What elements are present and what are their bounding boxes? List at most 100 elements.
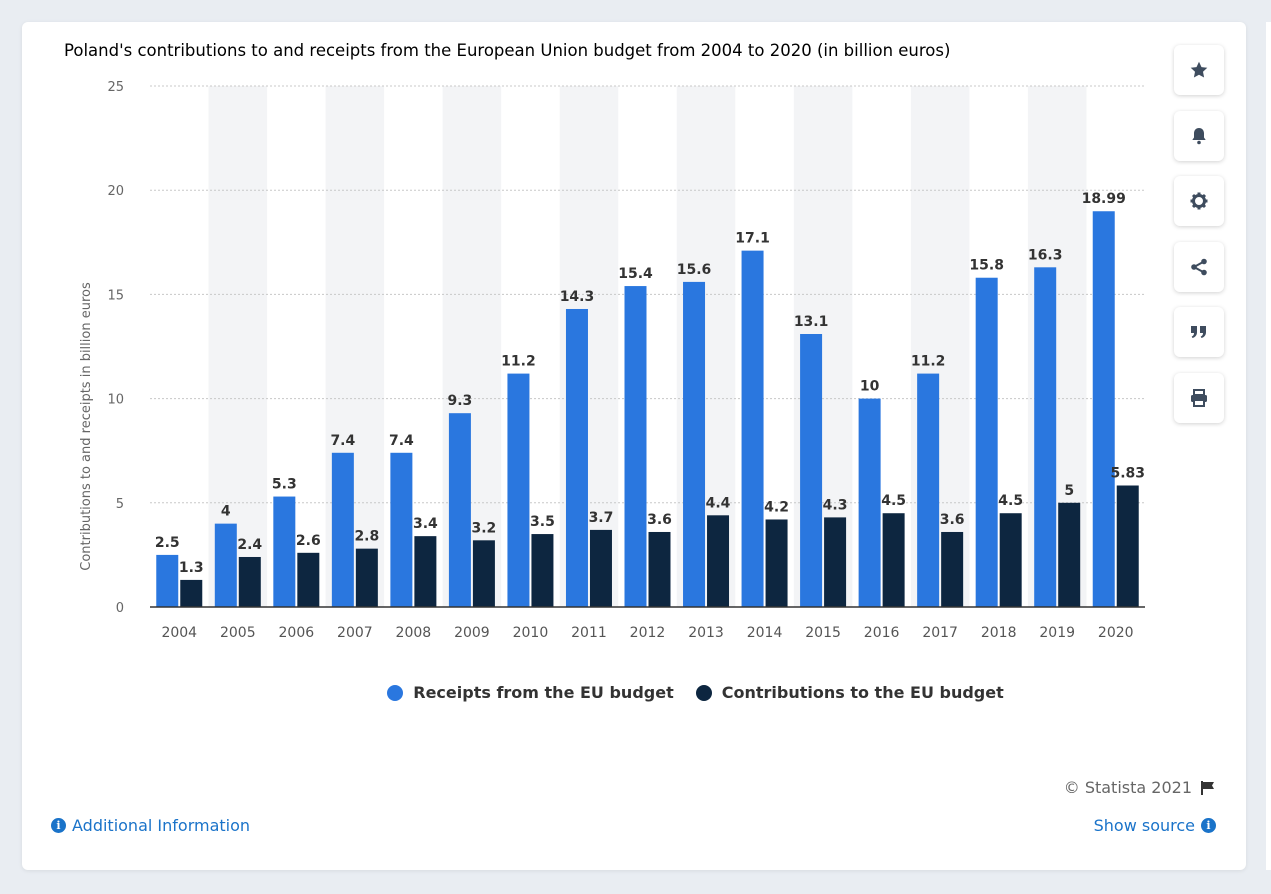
x-tick-label: 2018 bbox=[981, 625, 1017, 641]
x-tick-label: 2013 bbox=[688, 625, 724, 641]
data-label-receipts: 7.4 bbox=[330, 433, 355, 449]
x-tick-label: 2005 bbox=[220, 625, 256, 641]
bar-contributions bbox=[589, 529, 612, 607]
bar-contributions bbox=[1116, 485, 1139, 607]
flag-icon[interactable] bbox=[1200, 780, 1216, 796]
legend-item-receipts[interactable]: Receipts from the EU budget bbox=[387, 683, 674, 702]
bar-contributions bbox=[941, 531, 964, 607]
bell-icon bbox=[1192, 128, 1206, 145]
data-label-receipts: 9.3 bbox=[448, 393, 473, 409]
data-label-receipts: 5.3 bbox=[272, 477, 297, 493]
copyright: © Statista 2021 bbox=[1064, 778, 1216, 797]
bar-receipts bbox=[1092, 211, 1115, 607]
data-label-contributions: 3.6 bbox=[647, 512, 672, 528]
legend-label-contributions: Contributions to the EU budget bbox=[721, 683, 1004, 702]
share-icon bbox=[1191, 258, 1207, 276]
data-label-receipts: 18.99 bbox=[1082, 191, 1126, 207]
bar-contributions bbox=[999, 513, 1022, 607]
bar-contributions bbox=[531, 534, 554, 607]
star-button[interactable] bbox=[1174, 45, 1224, 95]
data-label-contributions: 5 bbox=[1064, 483, 1074, 499]
data-label-contributions: 3.4 bbox=[413, 516, 438, 532]
side-panel-edge bbox=[1266, 22, 1271, 870]
x-tick-label: 2008 bbox=[396, 625, 432, 641]
legend-item-contributions[interactable]: Contributions to the EU budget bbox=[695, 683, 1004, 702]
bar-contributions bbox=[180, 579, 203, 607]
data-label-contributions: 4.3 bbox=[823, 497, 848, 513]
y-tick-label: 15 bbox=[107, 288, 124, 303]
bell-button[interactable] bbox=[1174, 111, 1224, 161]
star-icon bbox=[1190, 61, 1208, 78]
y-tick-label: 20 bbox=[107, 184, 124, 199]
data-label-receipts: 4 bbox=[221, 504, 231, 520]
data-label-receipts: 11.2 bbox=[501, 354, 536, 370]
quote-icon bbox=[1191, 326, 1206, 338]
data-label-receipts: 15.4 bbox=[618, 266, 653, 282]
data-label-contributions: 4.5 bbox=[881, 493, 906, 509]
bar-receipts bbox=[1034, 267, 1057, 607]
data-label-receipts: 10 bbox=[860, 379, 880, 395]
bar-receipts bbox=[448, 413, 471, 607]
legend-marker-contributions bbox=[695, 684, 712, 701]
chart-legend: Receipts from the EU budget Contribution… bbox=[0, 683, 1271, 702]
x-tick-label: 2016 bbox=[864, 625, 900, 641]
data-label-contributions: 4.2 bbox=[764, 499, 789, 515]
data-label-contributions: 4.4 bbox=[706, 495, 731, 511]
settings-button[interactable] bbox=[1174, 176, 1224, 226]
print-icon bbox=[1191, 389, 1207, 407]
cite-button[interactable] bbox=[1174, 307, 1224, 357]
bar-contributions bbox=[472, 540, 495, 607]
bar-contributions bbox=[355, 548, 378, 607]
print-button[interactable] bbox=[1174, 373, 1224, 423]
x-tick-label: 2012 bbox=[630, 625, 666, 641]
additional-information-label: Additional Information bbox=[72, 816, 251, 835]
x-tick-label: 2020 bbox=[1098, 625, 1134, 641]
data-label-contributions: 5.83 bbox=[1110, 466, 1145, 482]
additional-information-link[interactable]: i Additional Information bbox=[51, 816, 250, 835]
data-label-contributions: 3.2 bbox=[472, 520, 497, 536]
data-label-receipts: 15.8 bbox=[969, 258, 1004, 274]
data-label-contributions: 1.3 bbox=[179, 560, 204, 576]
x-tick-label: 2014 bbox=[747, 625, 783, 641]
x-tick-label: 2009 bbox=[454, 625, 490, 641]
bar-contributions bbox=[297, 552, 320, 607]
bar-receipts bbox=[975, 277, 998, 607]
y-tick-label: 10 bbox=[107, 393, 124, 408]
bar-receipts bbox=[917, 373, 940, 607]
info-icon: i bbox=[1201, 818, 1216, 833]
bar-contributions bbox=[414, 536, 437, 607]
chart-title: Poland's contributions to and receipts f… bbox=[64, 41, 951, 60]
share-button[interactable] bbox=[1174, 242, 1224, 292]
data-label-receipts: 13.1 bbox=[794, 314, 829, 330]
bar-receipts bbox=[565, 308, 588, 607]
bar-receipts bbox=[331, 452, 354, 607]
legend-marker-receipts bbox=[387, 684, 404, 701]
bar-receipts bbox=[214, 523, 237, 607]
data-label-contributions: 2.8 bbox=[354, 529, 379, 545]
bar-receipts bbox=[507, 373, 530, 607]
data-label-contributions: 3.7 bbox=[589, 510, 614, 526]
x-tick-label: 2010 bbox=[513, 625, 549, 641]
x-tick-label: 2004 bbox=[161, 625, 197, 641]
bar-receipts bbox=[800, 333, 823, 607]
bar-contributions bbox=[1058, 502, 1081, 607]
data-label-contributions: 4.5 bbox=[998, 493, 1023, 509]
copyright-text: © Statista 2021 bbox=[1063, 778, 1192, 797]
data-label-contributions: 2.4 bbox=[237, 537, 262, 553]
y-tick-label: 0 bbox=[116, 601, 124, 616]
show-source-label: Show source bbox=[1093, 816, 1195, 835]
y-tick-label: 25 bbox=[107, 80, 124, 95]
bar-receipts bbox=[683, 281, 706, 607]
grid-band bbox=[208, 86, 268, 607]
y-axis-label: Contributions to and receipts in billion… bbox=[79, 282, 94, 571]
bar-contributions bbox=[882, 513, 905, 607]
data-label-receipts: 14.3 bbox=[560, 289, 595, 305]
bar-contributions bbox=[824, 517, 847, 607]
data-label-receipts: 17.1 bbox=[735, 231, 770, 247]
show-source-link[interactable]: Show source i bbox=[1094, 816, 1216, 835]
bar-contributions bbox=[765, 519, 788, 607]
bar-contributions bbox=[707, 515, 730, 607]
bar-receipts bbox=[858, 398, 881, 607]
bar-receipts bbox=[741, 250, 764, 608]
